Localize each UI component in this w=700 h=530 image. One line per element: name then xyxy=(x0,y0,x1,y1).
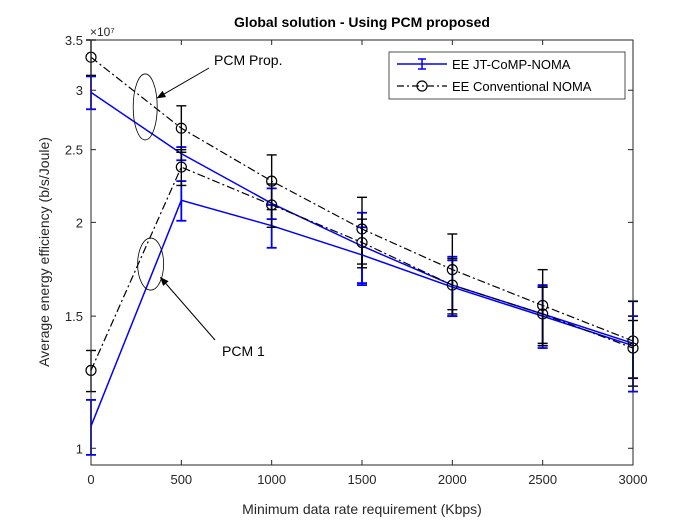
y-tick-label: 2 xyxy=(76,215,83,230)
axis-ticks: 0 500 1000 1500 2000 2500 3000 1 1.5 2 2.5 3 3.5 xyxy=(65,33,648,487)
x-tick-label: 500 xyxy=(170,472,192,487)
series-group xyxy=(85,39,639,456)
y-tick-label: 1 xyxy=(76,441,83,456)
data-point-marker xyxy=(175,122,187,134)
annotation-pcm-prop-label: PCM Prop. xyxy=(214,52,282,68)
y-tick-label: 2.5 xyxy=(65,143,83,158)
legend-box xyxy=(388,51,626,100)
annotation-ellipse xyxy=(137,237,165,291)
legend-marker-conventional xyxy=(416,80,428,92)
y-tick-label: 3.5 xyxy=(65,33,83,48)
x-axis-label: Minimum data rate requirement (Kbps) xyxy=(242,501,482,517)
x-tick-label: 1000 xyxy=(257,472,286,487)
data-point-marker xyxy=(446,279,458,291)
legend-label-conventional: EE Conventional NOMA xyxy=(452,79,592,94)
y-exponent-label: ×10⁷ xyxy=(90,25,115,39)
data-point-marker xyxy=(266,199,278,211)
x-tick-label: 2500 xyxy=(528,472,557,487)
data-point-marker xyxy=(537,308,549,320)
y-axis-label: Average energy efficiency (b/s/Joule) xyxy=(36,137,52,367)
annotation-ellipse xyxy=(132,73,158,141)
x-tick-label: 1500 xyxy=(348,472,377,487)
x-tick-label: 3000 xyxy=(619,472,648,487)
annotation-pcm-1-label: PCM 1 xyxy=(222,343,265,359)
annotation-group xyxy=(132,67,216,341)
legend-label-jt-comp: EE JT-CoMP-NOMA xyxy=(452,57,571,72)
x-tick-label: 2000 xyxy=(438,472,467,487)
chart-title: Global solution - Using PCM proposed xyxy=(234,14,490,30)
data-point-marker xyxy=(356,236,368,249)
data-point-marker xyxy=(175,161,187,173)
annotation-arrow xyxy=(156,67,210,99)
legend: EE JT-CoMP-NOMA EE Conventional NOMA xyxy=(388,51,626,100)
y-tick-label: 3 xyxy=(76,83,83,98)
annotation-arrow xyxy=(159,276,216,341)
y-tick-label: 1.5 xyxy=(65,309,83,324)
x-tick-label: 0 xyxy=(87,472,94,487)
